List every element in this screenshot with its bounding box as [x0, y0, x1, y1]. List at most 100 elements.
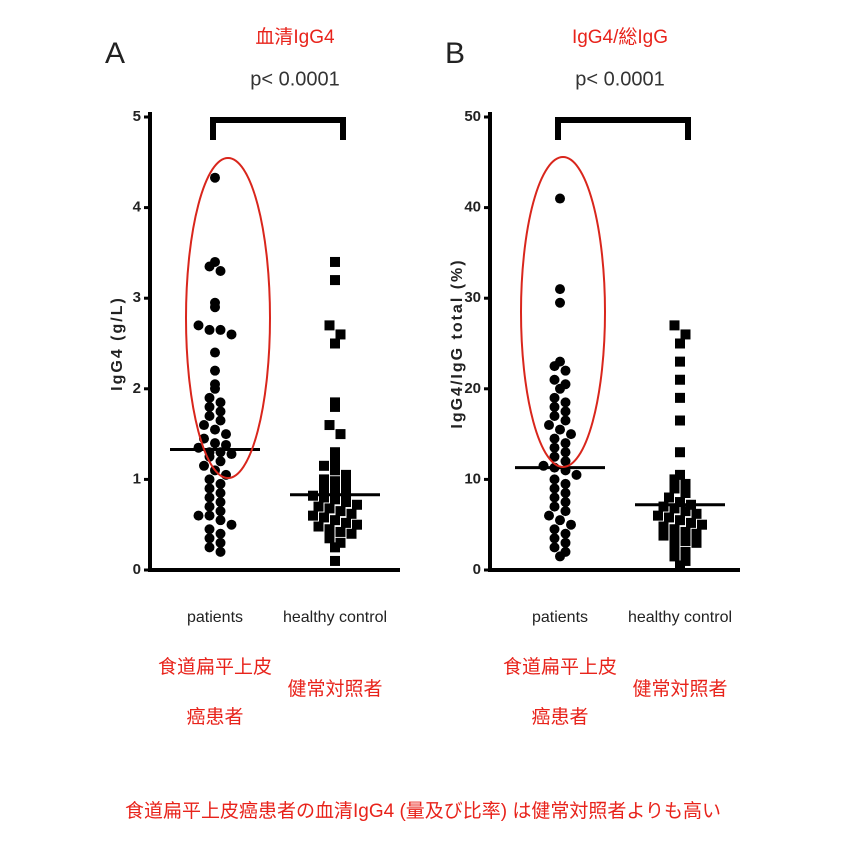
data-point	[215, 537, 226, 548]
data-point	[680, 555, 691, 566]
data-point	[544, 420, 554, 431]
data-point	[215, 546, 226, 557]
data-point	[226, 449, 237, 460]
data-point	[335, 537, 346, 548]
data-point	[560, 406, 571, 417]
data-point	[210, 347, 220, 358]
data-point	[319, 512, 329, 523]
data-point	[686, 517, 696, 528]
data-point	[324, 420, 335, 431]
significance-bracket	[555, 117, 691, 140]
data-point	[341, 487, 351, 498]
data-point	[675, 374, 685, 385]
data-point	[549, 361, 560, 372]
data-point	[204, 542, 215, 553]
data-point	[549, 433, 560, 444]
y-tick-label: 30	[464, 289, 481, 306]
x-tick-label: patients	[187, 609, 243, 626]
data-point	[675, 415, 685, 426]
data-point	[675, 469, 685, 480]
data-point	[664, 512, 674, 523]
data-point	[658, 521, 669, 532]
data-point	[215, 487, 226, 498]
data-point	[330, 542, 340, 553]
data-point	[319, 460, 329, 471]
data-point	[697, 519, 707, 530]
data-point	[675, 515, 685, 526]
data-point	[335, 429, 346, 440]
x-tick-label: healthy control	[628, 609, 732, 626]
data-point	[341, 478, 351, 489]
significance-bracket	[210, 117, 346, 140]
data-point	[653, 510, 663, 521]
data-point	[664, 492, 674, 503]
data-point	[210, 383, 220, 394]
data-point	[215, 406, 226, 417]
data-point	[680, 478, 691, 489]
y-tick-label: 0	[473, 561, 481, 578]
data-point	[204, 510, 215, 521]
data-point	[330, 476, 340, 487]
category-note: 癌患者	[531, 706, 588, 728]
data-point	[691, 508, 702, 519]
data-point	[549, 542, 560, 553]
data-point	[549, 442, 560, 453]
data-point	[560, 487, 571, 498]
data-point	[566, 519, 576, 530]
data-point	[555, 297, 565, 308]
data-point	[330, 338, 340, 349]
data-point	[555, 424, 565, 435]
category-note: 食道扁平上皮	[158, 656, 272, 678]
category-note: 健常対照者	[632, 678, 727, 700]
data-point	[204, 401, 215, 412]
data-point	[193, 320, 204, 331]
data-point	[204, 483, 215, 494]
y-tick-label: 40	[464, 199, 481, 216]
data-point	[538, 460, 549, 471]
data-point	[549, 401, 560, 412]
data-point	[210, 424, 220, 435]
y-tick-label: 50	[464, 108, 481, 125]
data-point	[210, 302, 220, 313]
data-point	[204, 392, 215, 403]
y-tick-label: 10	[464, 470, 481, 487]
data-point	[330, 485, 340, 496]
data-point	[330, 555, 340, 566]
data-point	[330, 256, 340, 267]
data-point	[330, 447, 340, 458]
data-point	[215, 528, 226, 539]
data-point	[549, 533, 560, 544]
data-point	[549, 451, 560, 462]
data-point	[549, 374, 560, 385]
data-point	[680, 536, 691, 547]
category-note: 食道扁平上皮	[503, 656, 617, 678]
data-point	[680, 546, 691, 557]
data-point	[204, 410, 215, 421]
data-point	[560, 478, 571, 489]
data-point	[560, 506, 571, 517]
panel-label: A	[105, 37, 125, 70]
data-point	[669, 533, 680, 544]
data-point	[669, 551, 680, 562]
data-point	[215, 266, 226, 277]
data-point	[549, 474, 560, 485]
data-point	[193, 510, 204, 521]
data-point	[560, 438, 571, 449]
data-point	[658, 530, 669, 541]
data-point	[324, 533, 335, 544]
p-value: p< 0.0001	[575, 68, 665, 90]
panel-title: IgG4/総IgG	[572, 26, 668, 48]
data-point	[346, 528, 357, 539]
data-point	[680, 487, 691, 498]
data-point	[335, 506, 346, 517]
p-value: p< 0.0001	[250, 68, 340, 90]
data-point	[560, 397, 571, 408]
data-point	[324, 503, 335, 514]
data-point	[204, 261, 215, 272]
data-point	[669, 503, 680, 514]
y-tick-label: 4	[133, 199, 142, 216]
data-point	[555, 193, 565, 204]
y-tick-label: 20	[464, 380, 481, 397]
data-point	[555, 515, 565, 526]
data-point	[549, 392, 560, 403]
